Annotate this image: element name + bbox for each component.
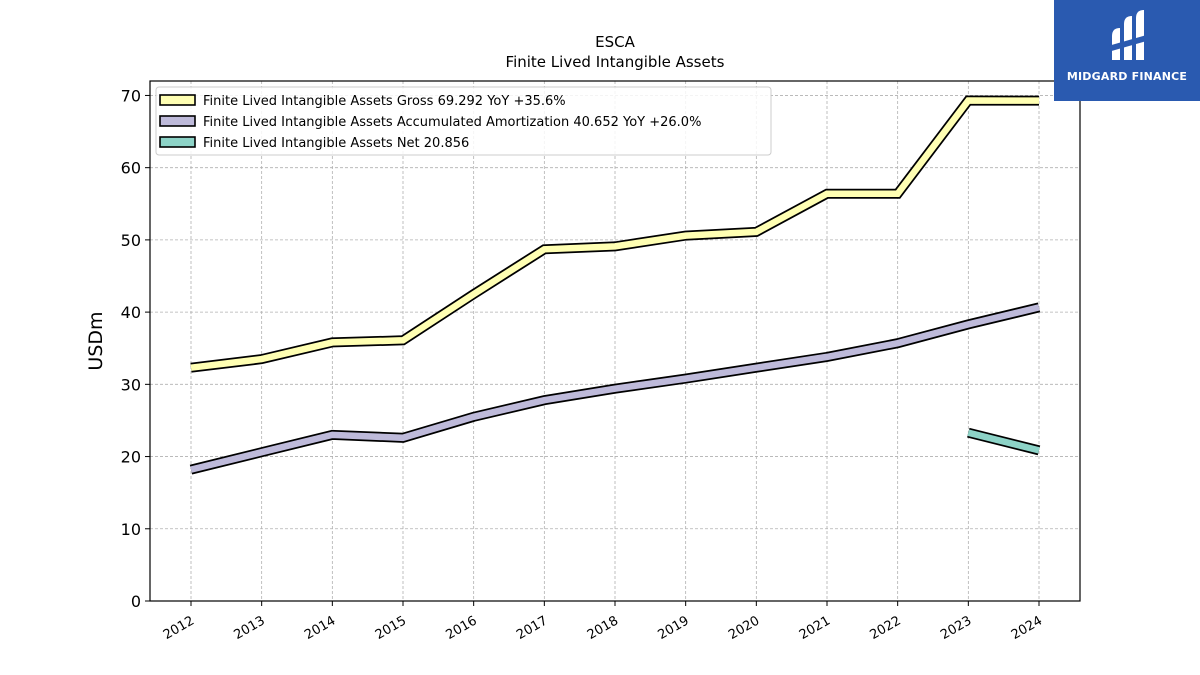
legend-swatch-1	[159, 94, 196, 106]
y-tick-label: 20	[121, 448, 141, 467]
legend-swatch-2	[159, 115, 196, 127]
legend-label-2: Finite Lived Intangible Assets Accumulat…	[203, 115, 701, 130]
series-lines	[189, 95, 1041, 475]
x-tick-label: 2024	[1009, 613, 1045, 643]
legend-label-1: Finite Lived Intangible Assets Gross 69.…	[203, 94, 566, 109]
x-tick-label: 2019	[656, 613, 692, 643]
y-axis-label: USDm	[85, 311, 107, 370]
x-tick-label: 2017	[514, 613, 550, 643]
x-tick-label: 2018	[585, 613, 621, 643]
plot-frame	[149, 80, 1081, 602]
y-tick-label: 60	[121, 159, 141, 178]
x-axis-ticks: 2012 2013 2014 2015 2016 2017 2018 2019 2020 2021…	[161, 601, 1045, 643]
x-tick-label: 2020	[726, 613, 762, 643]
legend-box	[155, 86, 772, 156]
x-tick-label: 2012	[161, 613, 197, 643]
legend-label-3: Finite Lived Intangible Assets Net 20.85…	[203, 136, 469, 151]
x-tick-label: 2013	[232, 613, 268, 643]
series-line-1	[190, 97, 1040, 371]
y-tick-label: 0	[131, 592, 141, 611]
grid-lines	[150, 81, 1080, 601]
y-tick-label: 70	[121, 86, 141, 105]
x-tick-label: 2023	[938, 613, 974, 643]
logo-mark-icon	[1108, 10, 1150, 60]
legend-swatch-3	[159, 136, 196, 148]
x-tick-label: 2015	[373, 613, 409, 643]
y-tick-label: 30	[121, 375, 141, 394]
legend: Finite Lived Intangible Assets Gross 69.…	[155, 86, 772, 156]
x-tick-label: 2021	[797, 613, 833, 643]
brand-logo: MIDGARD FINANCE	[1054, 0, 1200, 101]
x-tick-label: 2016	[444, 613, 480, 643]
x-tick-label: 2014	[302, 613, 338, 643]
y-axis-ticks: 0 10 20 30 40 50 60 70	[121, 86, 150, 611]
y-tick-label: 50	[121, 231, 141, 250]
y-tick-label: 10	[121, 520, 141, 539]
x-tick-label: 2022	[868, 613, 904, 643]
y-tick-label: 40	[121, 303, 141, 322]
series-line-3	[967, 429, 1040, 454]
brand-name: MIDGARD FINANCE	[1066, 70, 1188, 83]
chart-title: ESCA	[595, 33, 635, 51]
series-line-2	[190, 304, 1040, 473]
chart-subtitle: Finite Lived Intangible Assets	[506, 53, 725, 71]
